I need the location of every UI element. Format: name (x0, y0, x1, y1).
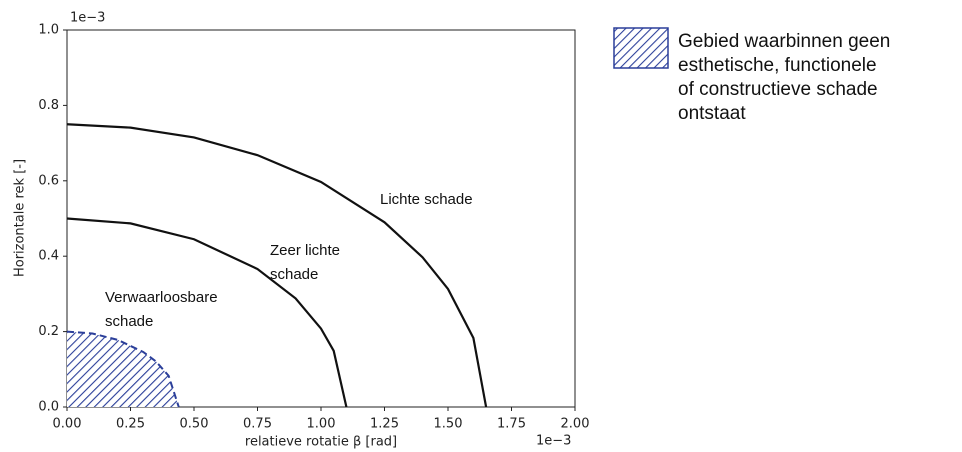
y-tick-label: 0.2 (38, 324, 59, 339)
annotation: Lichte schade (380, 191, 473, 208)
annotation: schade (105, 313, 153, 330)
x-tick-label: 0.50 (180, 417, 209, 432)
x-tick-label: 1.75 (497, 417, 526, 432)
annotation: schade (270, 266, 318, 283)
y-tick-label: 0.0 (38, 400, 59, 415)
legend-swatch (613, 27, 669, 69)
x-tick-label: 2.00 (561, 417, 590, 432)
x-tick-label: 0.00 (53, 417, 82, 432)
legend-line: ontstaat (678, 103, 746, 124)
y-tick-label: 0.8 (38, 98, 59, 113)
x-tick-label: 0.75 (243, 417, 272, 432)
y-axis-label: Horizontale rek [-] (13, 159, 28, 277)
annotation: Verwaarloosbare (105, 289, 218, 306)
y-offset-label: 1e−3 (70, 11, 105, 26)
x-axis-label: relatieve rotatie β [rad] (245, 435, 397, 450)
legend-line: of constructieve schade (678, 79, 878, 100)
x-tick-label: 1.25 (370, 417, 399, 432)
curve (66, 217, 348, 408)
y-tick-label: 0.6 (38, 173, 59, 188)
x-tick-label: 1.00 (307, 417, 336, 432)
curve (66, 123, 488, 408)
plot-frame (66, 29, 576, 408)
y-tick-label: 1.0 (38, 23, 59, 38)
legend-label: Gebied waarbinnen geen esthetische, funct… (678, 31, 890, 124)
y-tick-label: 0.4 (38, 249, 59, 264)
annotation: Zeer lichte (270, 242, 340, 259)
x-offset-label: 1e−3 (536, 434, 571, 449)
x-tick-label: 1.50 (434, 417, 463, 432)
x-tick-label: 0.25 (116, 417, 145, 432)
hatched-area (67, 331, 179, 407)
curve (66, 330, 180, 408)
legend-line: esthetische, functionele (678, 55, 877, 76)
legend-line: Gebied waarbinnen geen (678, 31, 890, 52)
